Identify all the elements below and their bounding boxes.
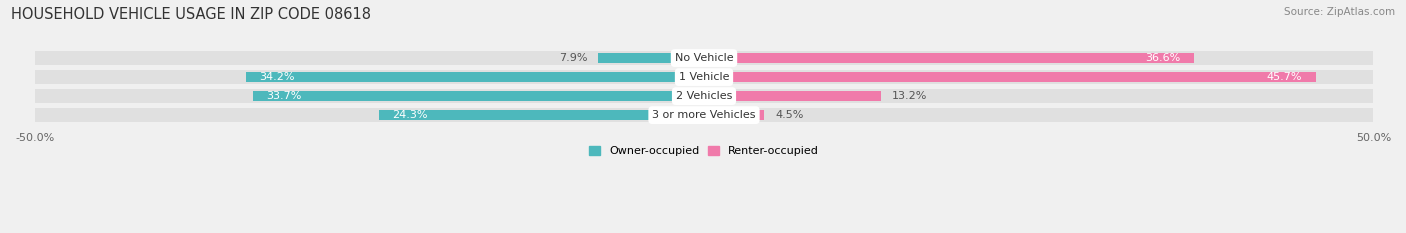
Text: 45.7%: 45.7% — [1267, 72, 1302, 82]
Bar — [704, 53, 1194, 63]
Bar — [246, 72, 704, 82]
Text: 33.7%: 33.7% — [266, 91, 302, 101]
Text: 7.9%: 7.9% — [560, 53, 588, 63]
Bar — [35, 89, 1374, 103]
Text: 24.3%: 24.3% — [392, 110, 427, 120]
Bar — [704, 110, 765, 120]
Legend: Owner-occupied, Renter-occupied: Owner-occupied, Renter-occupied — [585, 142, 824, 161]
Bar — [704, 72, 1316, 82]
Text: 36.6%: 36.6% — [1146, 53, 1181, 63]
Text: 34.2%: 34.2% — [260, 72, 295, 82]
Text: 13.2%: 13.2% — [891, 91, 927, 101]
Text: No Vehicle: No Vehicle — [675, 53, 734, 63]
Text: 2 Vehicles: 2 Vehicles — [676, 91, 733, 101]
Bar — [704, 91, 880, 101]
Bar — [378, 110, 704, 120]
Text: 3 or more Vehicles: 3 or more Vehicles — [652, 110, 756, 120]
Bar — [35, 51, 1374, 65]
Text: HOUSEHOLD VEHICLE USAGE IN ZIP CODE 08618: HOUSEHOLD VEHICLE USAGE IN ZIP CODE 0861… — [11, 7, 371, 22]
Bar — [598, 53, 704, 63]
Bar — [253, 91, 704, 101]
Bar — [35, 70, 1374, 84]
Text: Source: ZipAtlas.com: Source: ZipAtlas.com — [1284, 7, 1395, 17]
Text: 4.5%: 4.5% — [775, 110, 803, 120]
Bar — [35, 108, 1374, 122]
Text: 1 Vehicle: 1 Vehicle — [679, 72, 730, 82]
